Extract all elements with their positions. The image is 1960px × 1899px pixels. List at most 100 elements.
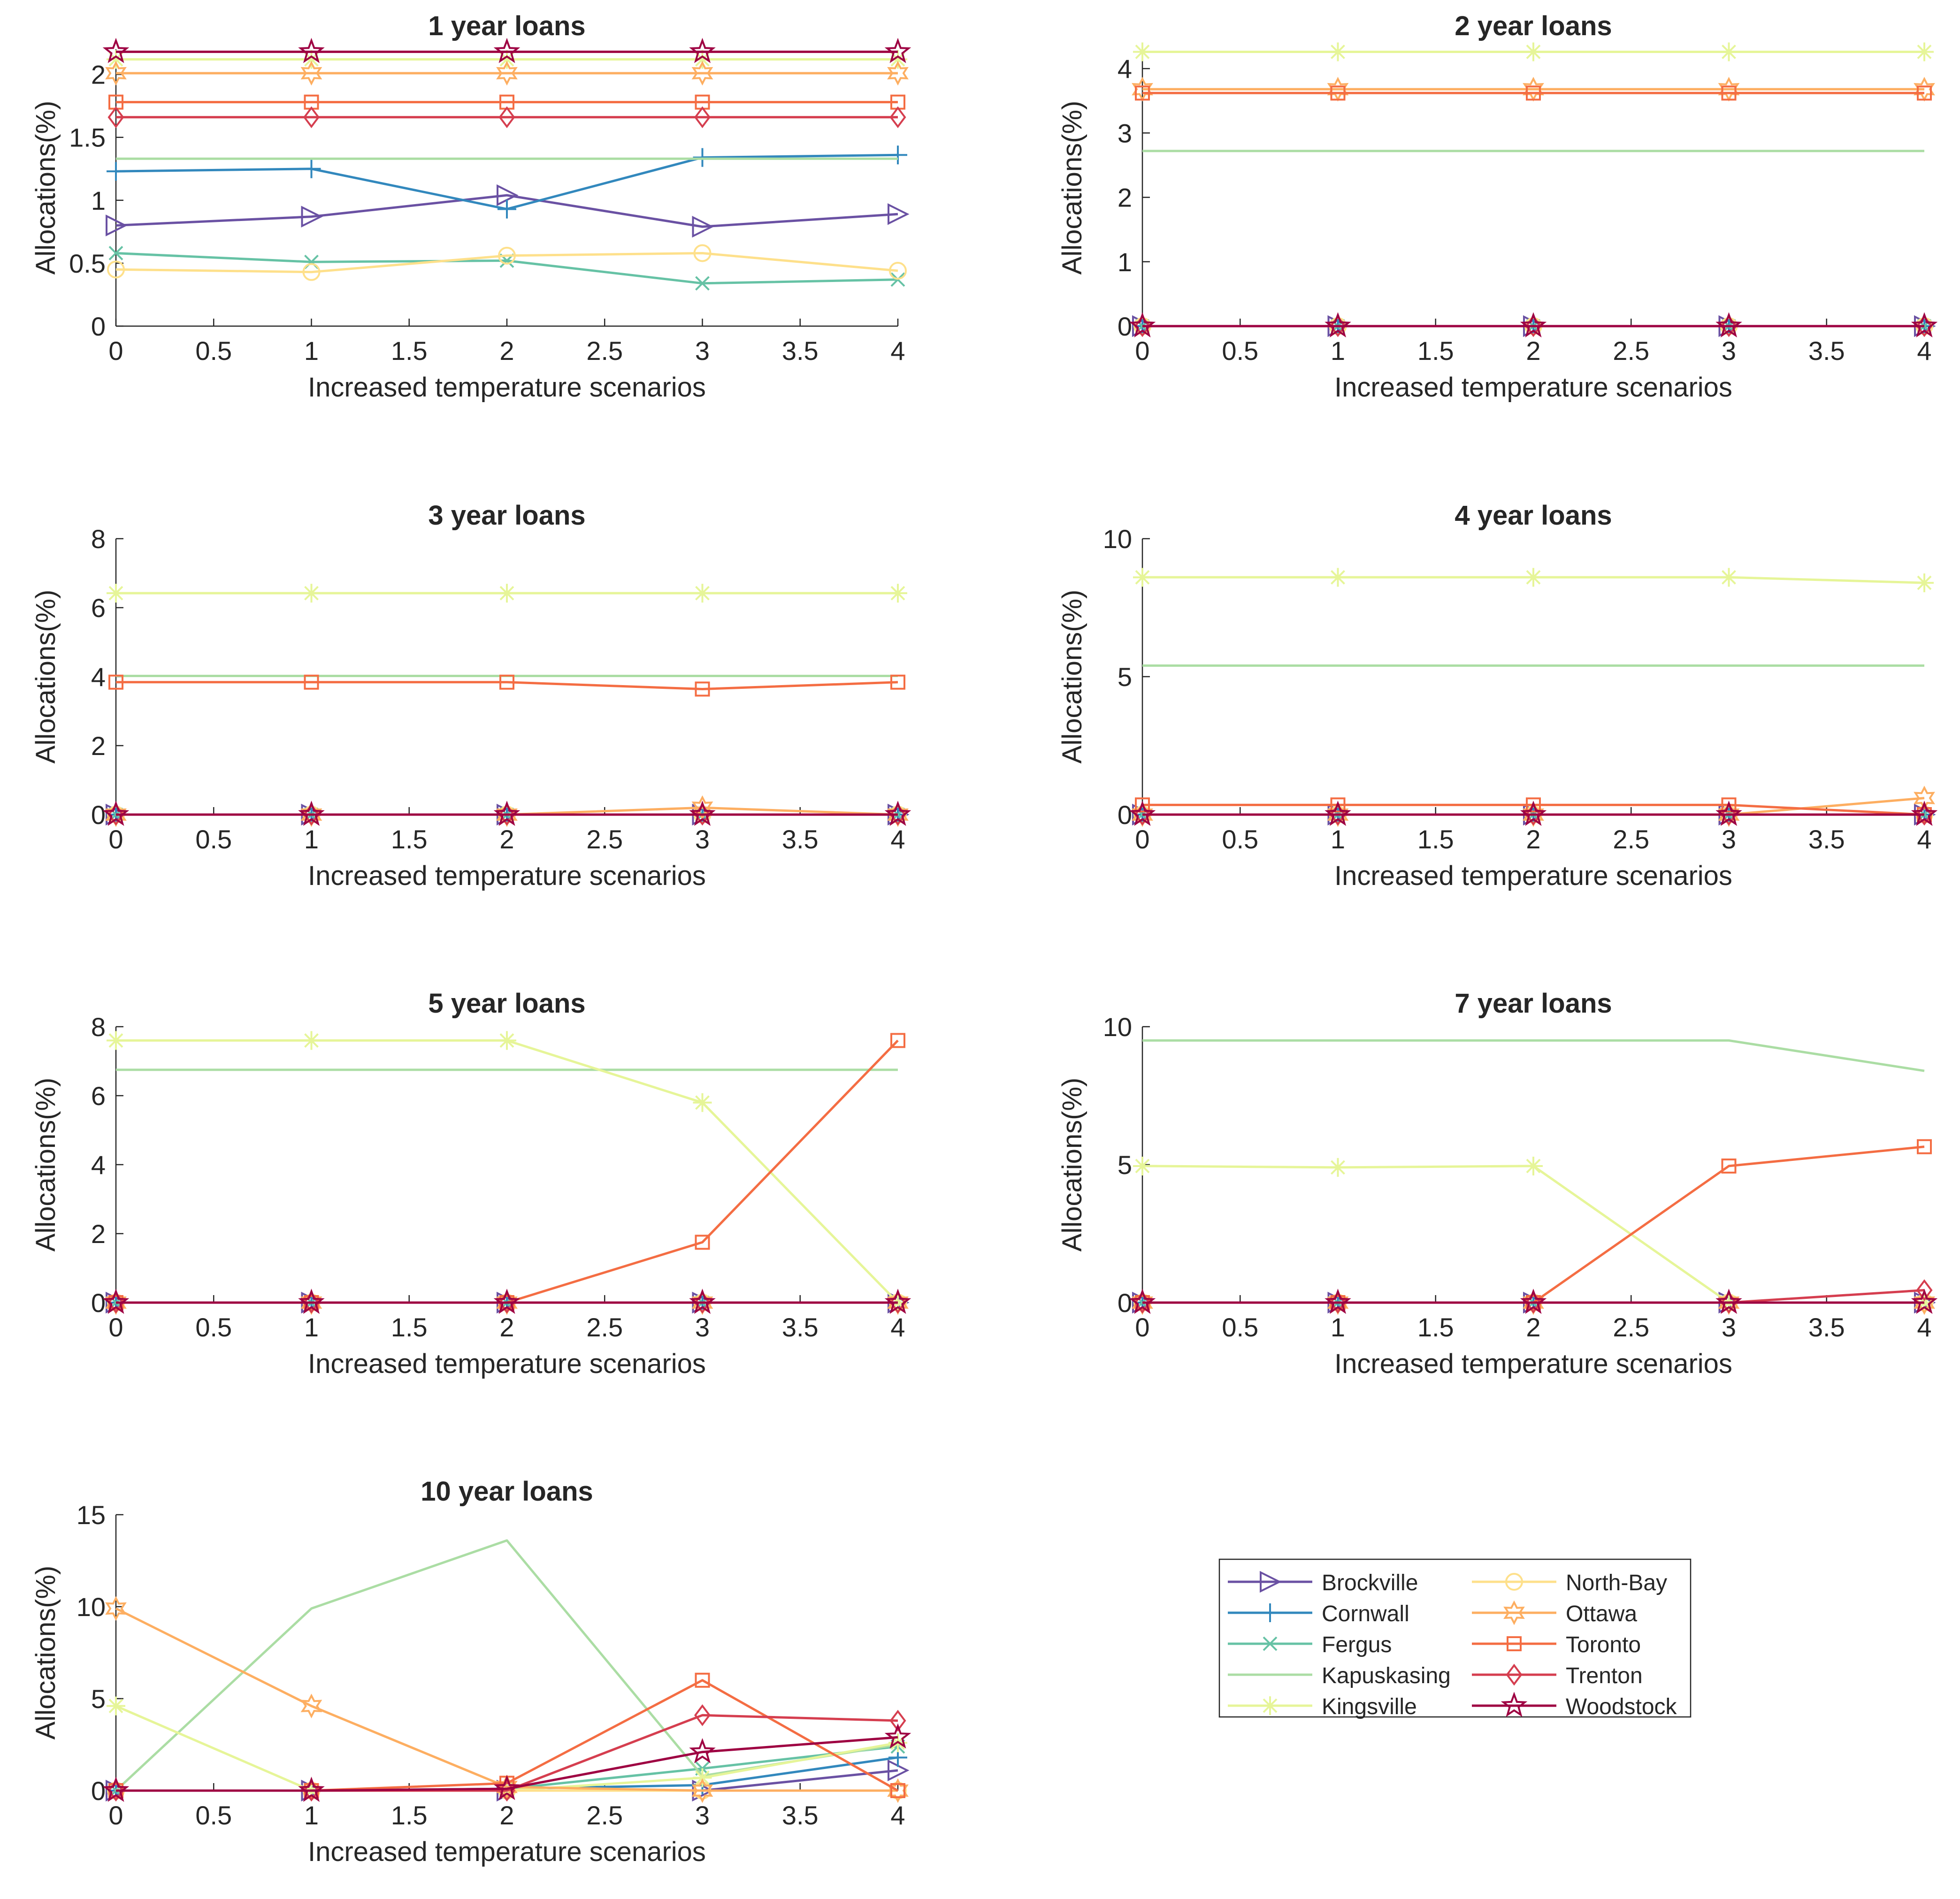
chart-2-x-tick-label: 0 [1135,336,1149,366]
chart-3-series-toronto [108,674,905,697]
chart-3-series-kingsville-point [693,584,712,603]
chart-1-y-label: Allocations(%) [31,101,61,275]
chart-1-series-trenton-point [694,106,711,129]
chart-6-series-kingsville-point [1524,1156,1543,1175]
chart-2-x-label: Increased temperature scenarios [1334,372,1732,403]
legend-entry-brockville-marker [1260,1571,1282,1593]
chart-4-x-label: Increased temperature scenarios [1334,861,1732,891]
chart-1-series-cornwall [107,145,907,219]
chart-2-x-tick-label: 4 [1917,336,1931,366]
chart-5-x-tick-label: 3 [695,1312,710,1342]
legend-entry-fergus-marker [1263,1636,1278,1651]
legend: Brockville Cornwall Fergus Kapuskasing Kings… [1218,1558,1692,1719]
chart-4-series-woodstock-point [1911,801,1938,826]
chart-3-y-tick-label: 6 [91,593,106,623]
legend-box [1218,1558,1692,1718]
chart-5-series-woodstock [102,1289,911,1314]
chart-6-series-woodstock [1129,1289,1938,1314]
legend-entry-toronto: Toronto [1472,1632,1641,1657]
chart-6-x-tick-label: 1 [1331,1312,1345,1342]
chart-3-x-tick-label: 3 [695,824,710,854]
chart-2-series-woodstock-point [1715,312,1742,338]
chart-5-series-woodstock-point [298,1289,325,1314]
chart-1-series-trenton-point [303,106,320,129]
chart-7-x-tick-label: 3 [695,1800,710,1830]
chart-3-y-label: Allocations(%) [31,590,61,764]
chart-3-series-woodstock-point [298,801,325,826]
chart-3-x-label: Increased temperature scenarios [308,861,706,891]
chart-6-series-ottawa-point [1914,1290,1935,1315]
chart-7-series-trenton-point [694,1704,711,1726]
chart-4: 0 0.5 1 1.5 2 2.5 3 3.5 4 0 5 10 4 year loans Increas… [1057,500,1938,891]
chart-2-series-kingsville-point [1915,42,1934,61]
chart-3-series-kingsville [107,584,907,603]
chart-1-series-ottawa-point [300,61,322,86]
chart-1-series-cornwall-point [888,145,907,165]
chart-2-series-woodstock [1129,312,1938,338]
chart-6-series-woodstock-point [1325,1289,1351,1314]
chart-1-series-north-bay-point [498,246,516,265]
chart-1-series-cornwall-point [302,159,321,178]
chart-1-x-tick-label: 2.5 [586,336,623,366]
chart-4-y-tick-label: 5 [1118,662,1132,692]
chart-6-series-trenton-point [1916,1279,1933,1301]
chart-5-x-tick-label: 2.5 [586,1312,623,1342]
chart-1-series-ottawa-point [496,61,518,86]
chart-7-x-tick-label: 0 [108,1800,123,1830]
legend-entry-north-bay: North-Bay [1472,1571,1667,1595]
chart-7-x-tick-label: 2.5 [586,1800,623,1830]
chart-6-series-toronto-point [1917,1139,1932,1154]
chart-1-series-north-bay-point [302,263,321,281]
chart-5-y-tick-label: 6 [91,1081,106,1111]
chart-7-y-tick-label: 0 [91,1776,106,1806]
chart-3-series-woodstock [102,801,911,826]
chart-1-series-woodstock [102,38,911,63]
chart-7-y-label: Allocations(%) [31,1566,61,1740]
chart-5-y-label: Allocations(%) [31,1078,61,1252]
chart-2-series-kingsville-point [1133,42,1152,61]
chart-3-series-toronto-point [499,674,514,690]
legend-entry-ottawa-marker [1503,1600,1525,1625]
chart-7-title: 10 year loans [421,1476,593,1507]
chart-5-series-kingsville-point [693,1093,712,1112]
chart-3-y-tick-label: 8 [91,524,106,554]
chart-4-series-kingsville-point [1133,568,1152,587]
chart-6-series-woodstock-point [1520,1289,1547,1314]
chart-3: 0 0.5 1 1.5 2 2.5 3 3.5 4 0 2 4 6 8 3 year loans Increa… [31,500,911,891]
chart-5-x-tick-label: 1.5 [391,1312,428,1342]
chart-7-series-ottawa-point [300,1693,322,1719]
chart-2-y-tick-label: 0 [1118,312,1132,341]
chart-1-series-ottawa-point [105,61,127,86]
chart-4-y-label: Allocations(%) [1057,590,1087,764]
chart-1-series-fergus-point [108,246,123,260]
chart-5-series-woodstock-point [884,1289,911,1314]
chart-5-title: 5 year loans [428,988,585,1019]
chart-2-series-woodstock-point [1129,312,1156,338]
chart-2-x-tick-label: 1.5 [1417,336,1454,366]
chart-6-series-toronto-point [1721,1158,1737,1174]
chart-7-x-tick-label: 1 [304,1800,319,1830]
chart-2-title: 2 year loans [1455,11,1612,41]
chart-7-series-woodstock [102,1723,911,1802]
chart-3-series-toronto-line [116,681,898,690]
chart-2-y-tick-label: 1 [1118,247,1132,277]
chart-1-series-brockville-point [888,203,910,225]
chart-5-x-tick-label: 3.5 [782,1312,819,1342]
chart-1-series-ottawa [105,61,909,86]
legend-entry-toronto-marker [1507,1636,1522,1651]
legend-entry-woodstock-label: Woodstock [1566,1694,1677,1719]
chart-4-series-kingsville-point [1524,568,1543,587]
chart-1-series-fergus [108,246,905,291]
chart-2-x-tick-label: 0.5 [1222,336,1258,366]
legend-entry-brockville-label: Brockville [1322,1571,1418,1595]
chart-1-series-kingsville [107,50,907,69]
chart-1-series-ottawa-point [691,61,713,86]
chart-3-title: 3 year loans [428,500,585,531]
chart-3-series-toronto-point [304,674,319,690]
chart-1-series-kingsville-point [107,50,125,69]
chart-7-series-woodstock-point [102,1777,130,1802]
legend-entry-cornwall: Cornwall [1228,1602,1409,1626]
chart-1-series-kingsville-point [498,50,516,69]
chart-6-series-woodstock-point [1911,1289,1938,1314]
